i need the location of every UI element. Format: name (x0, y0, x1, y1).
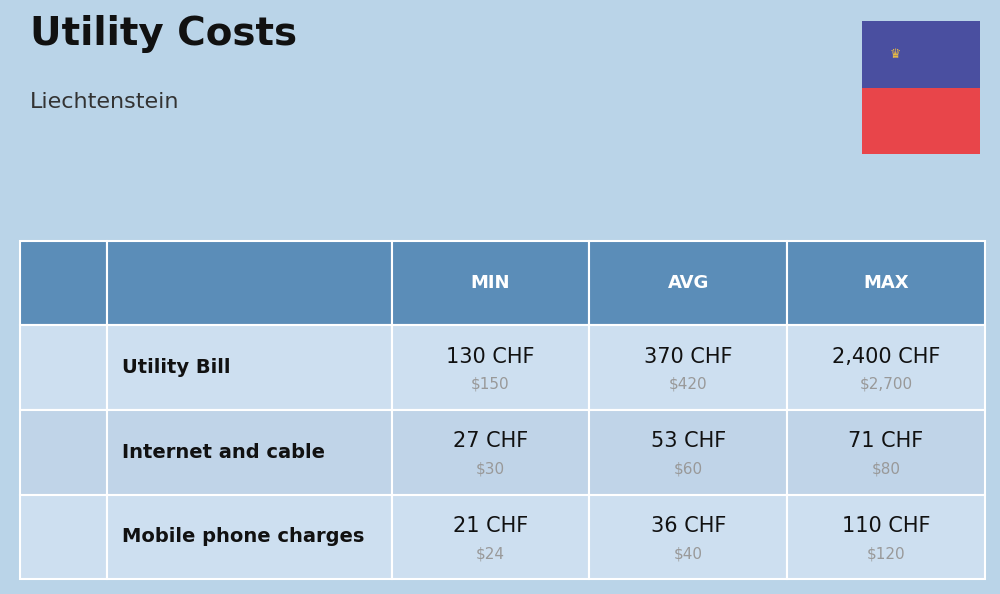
Text: 71 CHF: 71 CHF (848, 431, 924, 451)
Text: Utility Costs: Utility Costs (30, 15, 297, 53)
Bar (787, 241, 985, 326)
Bar (589, 410, 787, 494)
Bar (862, 87, 980, 154)
Bar (787, 410, 985, 494)
Text: AVG: AVG (668, 274, 709, 292)
Text: $150: $150 (471, 377, 510, 392)
Bar (107, 410, 392, 494)
Bar (107, 241, 392, 326)
Text: 53 CHF: 53 CHF (651, 431, 726, 451)
Text: Liechtenstein: Liechtenstein (30, 92, 180, 112)
Text: 370 CHF: 370 CHF (644, 346, 733, 366)
Text: 27 CHF: 27 CHF (453, 431, 528, 451)
Text: $30: $30 (476, 462, 505, 476)
Bar (589, 241, 787, 326)
Text: MAX: MAX (863, 274, 909, 292)
Text: Mobile phone charges: Mobile phone charges (122, 527, 364, 546)
Text: ♛: ♛ (889, 48, 901, 61)
Bar (20, 410, 107, 494)
Bar (40, 438, 87, 466)
Bar (589, 326, 787, 410)
Text: 36 CHF: 36 CHF (651, 516, 726, 536)
Text: 110 CHF: 110 CHF (842, 516, 930, 536)
Text: $420: $420 (669, 377, 708, 392)
Text: 130 CHF: 130 CHF (446, 346, 535, 366)
Bar (40, 353, 87, 382)
Text: $80: $80 (872, 462, 901, 476)
Text: Utility Bill: Utility Bill (122, 358, 230, 377)
Bar (20, 494, 107, 579)
Bar (107, 494, 392, 579)
Bar (589, 494, 787, 579)
Text: $120: $120 (867, 546, 905, 561)
Text: MIN: MIN (471, 274, 510, 292)
Text: $2,700: $2,700 (860, 377, 913, 392)
Bar (20, 326, 107, 410)
Bar (392, 410, 589, 494)
Bar (20, 241, 107, 326)
Bar (787, 326, 985, 410)
Text: Internet and cable: Internet and cable (122, 443, 325, 462)
Bar (107, 326, 392, 410)
Bar (392, 494, 589, 579)
Bar (392, 326, 589, 410)
Bar (787, 494, 985, 579)
Text: $40: $40 (674, 546, 703, 561)
Text: 2,400 CHF: 2,400 CHF (832, 346, 940, 366)
Bar (862, 21, 980, 87)
Bar (392, 241, 589, 326)
Text: $24: $24 (476, 546, 505, 561)
Bar (40, 523, 87, 551)
Text: $60: $60 (674, 462, 703, 476)
Text: 21 CHF: 21 CHF (453, 516, 528, 536)
